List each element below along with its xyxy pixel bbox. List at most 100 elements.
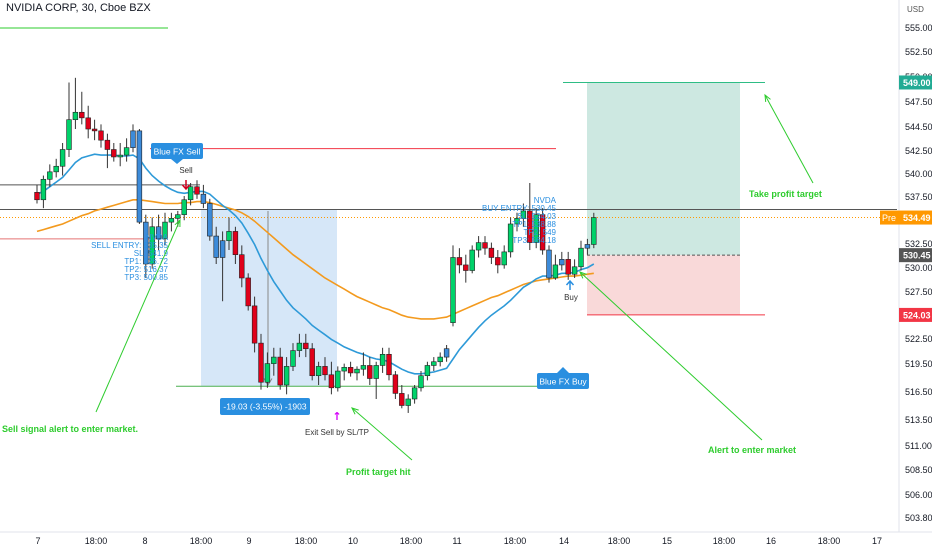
candle-body [527, 210, 533, 243]
candle-body [347, 367, 354, 374]
time-tick-label: 10 [348, 536, 358, 546]
candle-body [303, 342, 309, 350]
candle-body [187, 186, 194, 201]
price-tag [899, 248, 932, 263]
price-tag-label: 524.03 [903, 310, 931, 320]
candle-body [40, 178, 47, 201]
sell-alert-label: Sell signal alert to enter market. [2, 424, 138, 434]
time-axis[interactable]: 7 18:00 8 18:00 9 18:00 10 18:00 11 18:00 14 18:00 1… [0, 531, 932, 546]
sell-label-text: Blue FX Sell [154, 147, 201, 157]
candle-body [514, 218, 520, 225]
trade-zones [201, 82, 740, 387]
price-tick-label: 508.50 [905, 465, 932, 475]
price-tick-label: 542.50 [905, 146, 932, 156]
buy-label-pointer [557, 367, 569, 373]
price-tick-label: 532.50 [905, 239, 932, 249]
candle-body [239, 254, 245, 279]
price-tag-label: 534.49 [903, 213, 931, 223]
candle-body [66, 119, 72, 150]
candle-body [79, 111, 85, 119]
profit-arrow-head [351, 407, 359, 415]
buy-label-box [537, 373, 589, 389]
candle-body [155, 226, 162, 240]
candle-body [552, 264, 559, 279]
price-tick-label: 522.50 [905, 334, 932, 344]
candle-body [175, 214, 181, 219]
buy-info-line: NVDA [534, 196, 557, 205]
price-tick-label: 519.50 [905, 359, 932, 369]
buy-alert-label: Alert to enter market [708, 445, 796, 455]
candle-body [520, 210, 527, 219]
sell-label-box [151, 143, 203, 159]
fast-moving-average [36, 153, 595, 375]
candle-body [539, 214, 546, 251]
buy-info-line: BUY ENTRY: 530.45 [482, 204, 557, 213]
price-tick-label: 537.50 [905, 192, 932, 202]
chart-title: NVIDIA CORP, 30, Cboe BZX [6, 2, 151, 14]
candle-body [463, 264, 469, 271]
take-profit-label: Take profit target [749, 189, 822, 199]
candle-body [469, 249, 475, 271]
price-tick-label: 555.00 [905, 23, 932, 33]
time-tick-label: 18:00 [85, 536, 108, 546]
candle-body [34, 192, 40, 201]
buy-target-zone [587, 82, 740, 256]
candle-body [399, 393, 405, 406]
candle-body [424, 365, 431, 377]
price-tick-label: 516.50 [905, 387, 932, 397]
candle-body [251, 305, 258, 344]
buy-label-text: Blue FX Buy [539, 377, 587, 387]
candle-body [533, 214, 539, 243]
sell-trade-zone [201, 209, 337, 387]
sell-marker: Sell [179, 166, 193, 175]
time-tick-label: 16 [766, 536, 776, 546]
time-tick-label: 11 [452, 536, 461, 546]
sell-info-line: TP1: 526.72 [124, 257, 168, 266]
candle-body [584, 244, 591, 249]
candle-body [194, 186, 200, 195]
result-box [220, 398, 310, 415]
candle-body [59, 149, 66, 167]
buy-info-line: TP2: 549 [524, 228, 557, 237]
candle-body [392, 374, 399, 394]
candle-body [123, 147, 130, 156]
time-tick-label: 18:00 [608, 536, 631, 546]
buy-info-line: TP3: 564.18 [512, 236, 556, 245]
price-tag [899, 307, 932, 322]
candle-body [495, 257, 501, 266]
candle-body [104, 139, 111, 150]
price-tick-label: 547.50 [905, 97, 932, 107]
time-tick-label: 14 [559, 536, 569, 546]
exit-label: Exit Sell by SL/TP [305, 428, 369, 437]
price-tag [899, 75, 932, 90]
candle-body [226, 231, 232, 242]
time-tick-label: 18:00 [818, 536, 841, 546]
candle-body [482, 242, 488, 249]
candle-body [456, 257, 463, 266]
price-tick-label: 540.00 [905, 169, 932, 179]
candle-body [373, 365, 379, 379]
price-tick-label: 511.00 [905, 441, 932, 451]
sell-info-line: TP3: 500.85 [124, 273, 168, 282]
candle-body [168, 218, 175, 223]
candle-body [379, 353, 386, 366]
candle-body [322, 366, 328, 376]
sell-info-line: TP2: 516.37 [124, 265, 168, 274]
candle-body [207, 203, 213, 237]
candle-body [200, 193, 207, 204]
take-profit-arrow [764, 94, 814, 184]
candle-body [328, 374, 335, 389]
price-tick-label: 527.50 [905, 287, 932, 297]
candle-body [571, 266, 578, 275]
candle-body [443, 348, 450, 358]
price-tag [899, 210, 932, 225]
buy-alert-arrow [579, 271, 763, 441]
candle-body [546, 249, 552, 279]
candle-body [367, 365, 373, 379]
price-axis[interactable]: 555.00552.50550.00547.50544.50542.50540.… [880, 0, 932, 532]
exit-marker-icon: ↑ [332, 410, 341, 423]
candle-body [578, 247, 584, 268]
buy-marker: Buy [564, 293, 578, 302]
